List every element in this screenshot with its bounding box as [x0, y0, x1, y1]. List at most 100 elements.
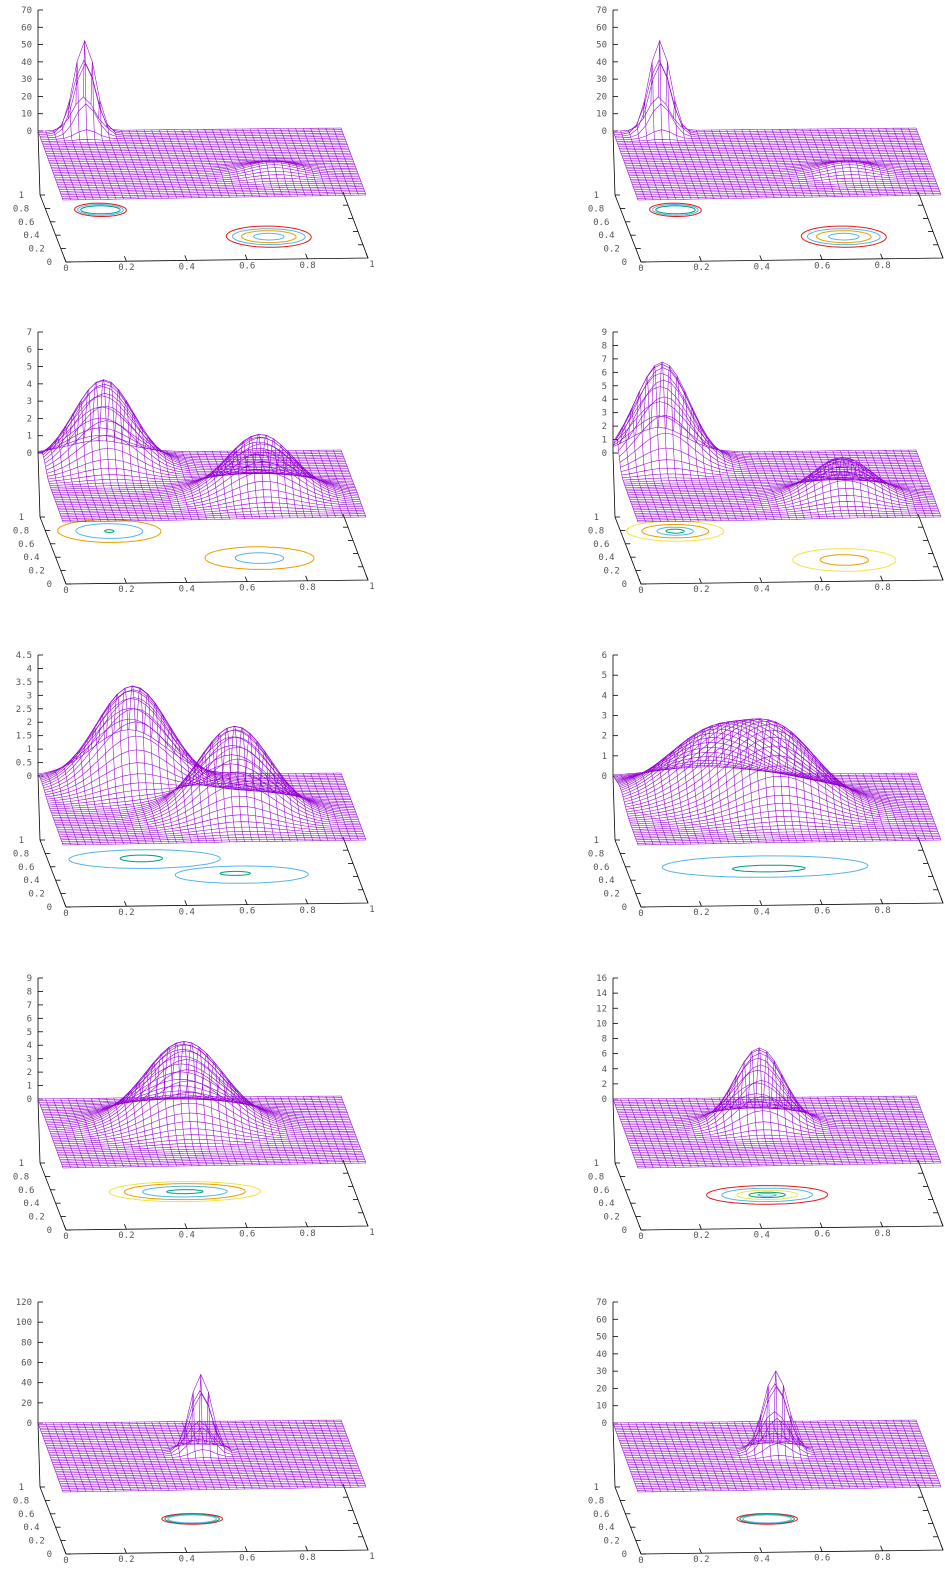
mesh-line-y: [627, 466, 932, 495]
base-plane-frame: [614, 1483, 944, 1555]
mesh-line-y: [627, 1129, 931, 1139]
mesh-line-x: [840, 773, 866, 842]
z-tick-label: 2: [27, 718, 32, 728]
y-tick-label: 0.8: [588, 1172, 604, 1182]
x-tick-label: 0: [63, 264, 68, 274]
mesh-line-y: [61, 1481, 365, 1488]
mesh-line-y: [44, 721, 348, 791]
x-tick: [184, 577, 188, 583]
z-tick-label: 6: [602, 651, 607, 661]
mesh-line-y: [613, 1421, 917, 1425]
surface-panel-9: 120 100 80 60 40 20 0 0 0.2 0.4 0.6 0.8 1 0 0.2 0.4 0.6 0…: [0, 1292, 375, 1566]
x-tick-label: 0.6: [814, 1230, 830, 1240]
mesh-line-y: [39, 62, 343, 137]
mesh-line-x: [242, 434, 268, 519]
x-tick: [63, 1548, 67, 1555]
mesh-line-y: [49, 1393, 353, 1457]
mesh-line-y: [634, 828, 938, 835]
mesh-line-y: [619, 146, 923, 151]
x-tick-label: 0.8: [874, 261, 890, 271]
surface-mesh: [612, 1370, 942, 1493]
x-tick: [305, 1545, 308, 1551]
mesh-line-y: [56, 1468, 360, 1474]
z-tick-label: 60: [21, 1359, 32, 1369]
mesh-line-y: [44, 393, 348, 469]
x-tick-label: 0.6: [239, 907, 255, 917]
mesh-line-y: [47, 152, 351, 158]
mesh-line-y: [629, 1139, 933, 1145]
base-plane-frame: [39, 191, 369, 263]
mesh-line-x: [643, 100, 669, 200]
mesh-line-y: [616, 129, 920, 140]
mesh-line-y: [62, 839, 367, 846]
mesh-line-y: [60, 1156, 364, 1162]
mesh-line-x: [189, 751, 215, 843]
base-plane-frame: [39, 836, 369, 908]
mesh-line-y: [39, 417, 343, 457]
mesh-line-y: [636, 509, 940, 518]
mesh-line-y: [37, 1419, 342, 1424]
mesh-line-y: [62, 1162, 367, 1169]
mesh-line-y: [624, 1080, 928, 1133]
mesh-line-y: [50, 1069, 354, 1134]
z-tick-label: 0: [27, 449, 32, 459]
y-tick-label: 0.8: [588, 526, 604, 536]
y-tick-label: 0.4: [23, 553, 39, 563]
mesh-line-y: [59, 186, 363, 192]
mesh-line-y: [61, 510, 365, 518]
mesh-line-y: [615, 103, 919, 139]
mesh-line-y: [49, 157, 353, 163]
mesh-line-y: [53, 160, 357, 175]
contour-line: [219, 870, 251, 876]
mesh-line-y: [633, 487, 937, 511]
mesh-line-y: [624, 720, 928, 805]
mesh-line-y: [617, 1431, 921, 1436]
mesh-line-y: [628, 765, 932, 819]
x-tick: [305, 253, 308, 259]
mesh-line-y: [636, 836, 940, 842]
mesh-line-y: [44, 1071, 348, 1117]
y-tick-label: 0.8: [588, 204, 604, 214]
mesh-line-y: [626, 1110, 930, 1136]
mesh-line-y: [53, 1461, 357, 1467]
z-tick-label: 2: [602, 422, 607, 432]
mesh-line-y: [54, 1463, 358, 1469]
mesh-line-y: [631, 1144, 935, 1150]
mesh-line-y: [626, 477, 930, 490]
mesh-line-y: [637, 1485, 941, 1491]
z-tick-label: 16: [596, 974, 607, 984]
mesh-line-y: [48, 1044, 352, 1129]
mesh-line-y: [46, 762, 350, 798]
mesh-line-y: [619, 728, 923, 791]
surface-panel-7: 9 8 7 6 5 4 3 2 1 0 0 0.2 0.4 0.6 0.8 1 0 0.2 0.4 0.6 0.8 1: [0, 968, 375, 1242]
y-tick-label: 0: [47, 580, 52, 590]
base-plane-frame: [614, 1159, 944, 1231]
mesh-line-y: [635, 188, 939, 194]
contour-line: [721, 1187, 813, 1203]
x-tick: [940, 897, 944, 904]
mesh-line-y: [624, 159, 928, 165]
y-tick-label: 1: [594, 1483, 599, 1493]
x-tick-label: 0.2: [693, 263, 709, 273]
mesh-line-y: [37, 729, 342, 775]
mesh-line-y: [624, 1064, 928, 1131]
mesh-line-y: [629, 164, 933, 178]
mesh-line-y: [39, 698, 343, 779]
mesh-line-y: [626, 729, 930, 810]
mesh-line-y: [41, 1094, 345, 1110]
mesh-line-y: [631, 465, 935, 505]
mesh-line-y: [620, 723, 924, 794]
x-tick-label: 1: [369, 1552, 374, 1562]
mesh-line-y: [62, 193, 366, 199]
contour-line: [815, 230, 872, 244]
mesh-line-y: [42, 380, 346, 464]
mesh-line-y: [630, 457, 934, 502]
mesh-line-y: [631, 803, 935, 827]
mesh-line-y: [62, 515, 366, 521]
x-tick: [819, 1222, 823, 1228]
mesh-line-y: [59, 826, 363, 837]
z-tick-label: 8: [602, 1035, 607, 1045]
mesh-line-y: [637, 838, 941, 844]
